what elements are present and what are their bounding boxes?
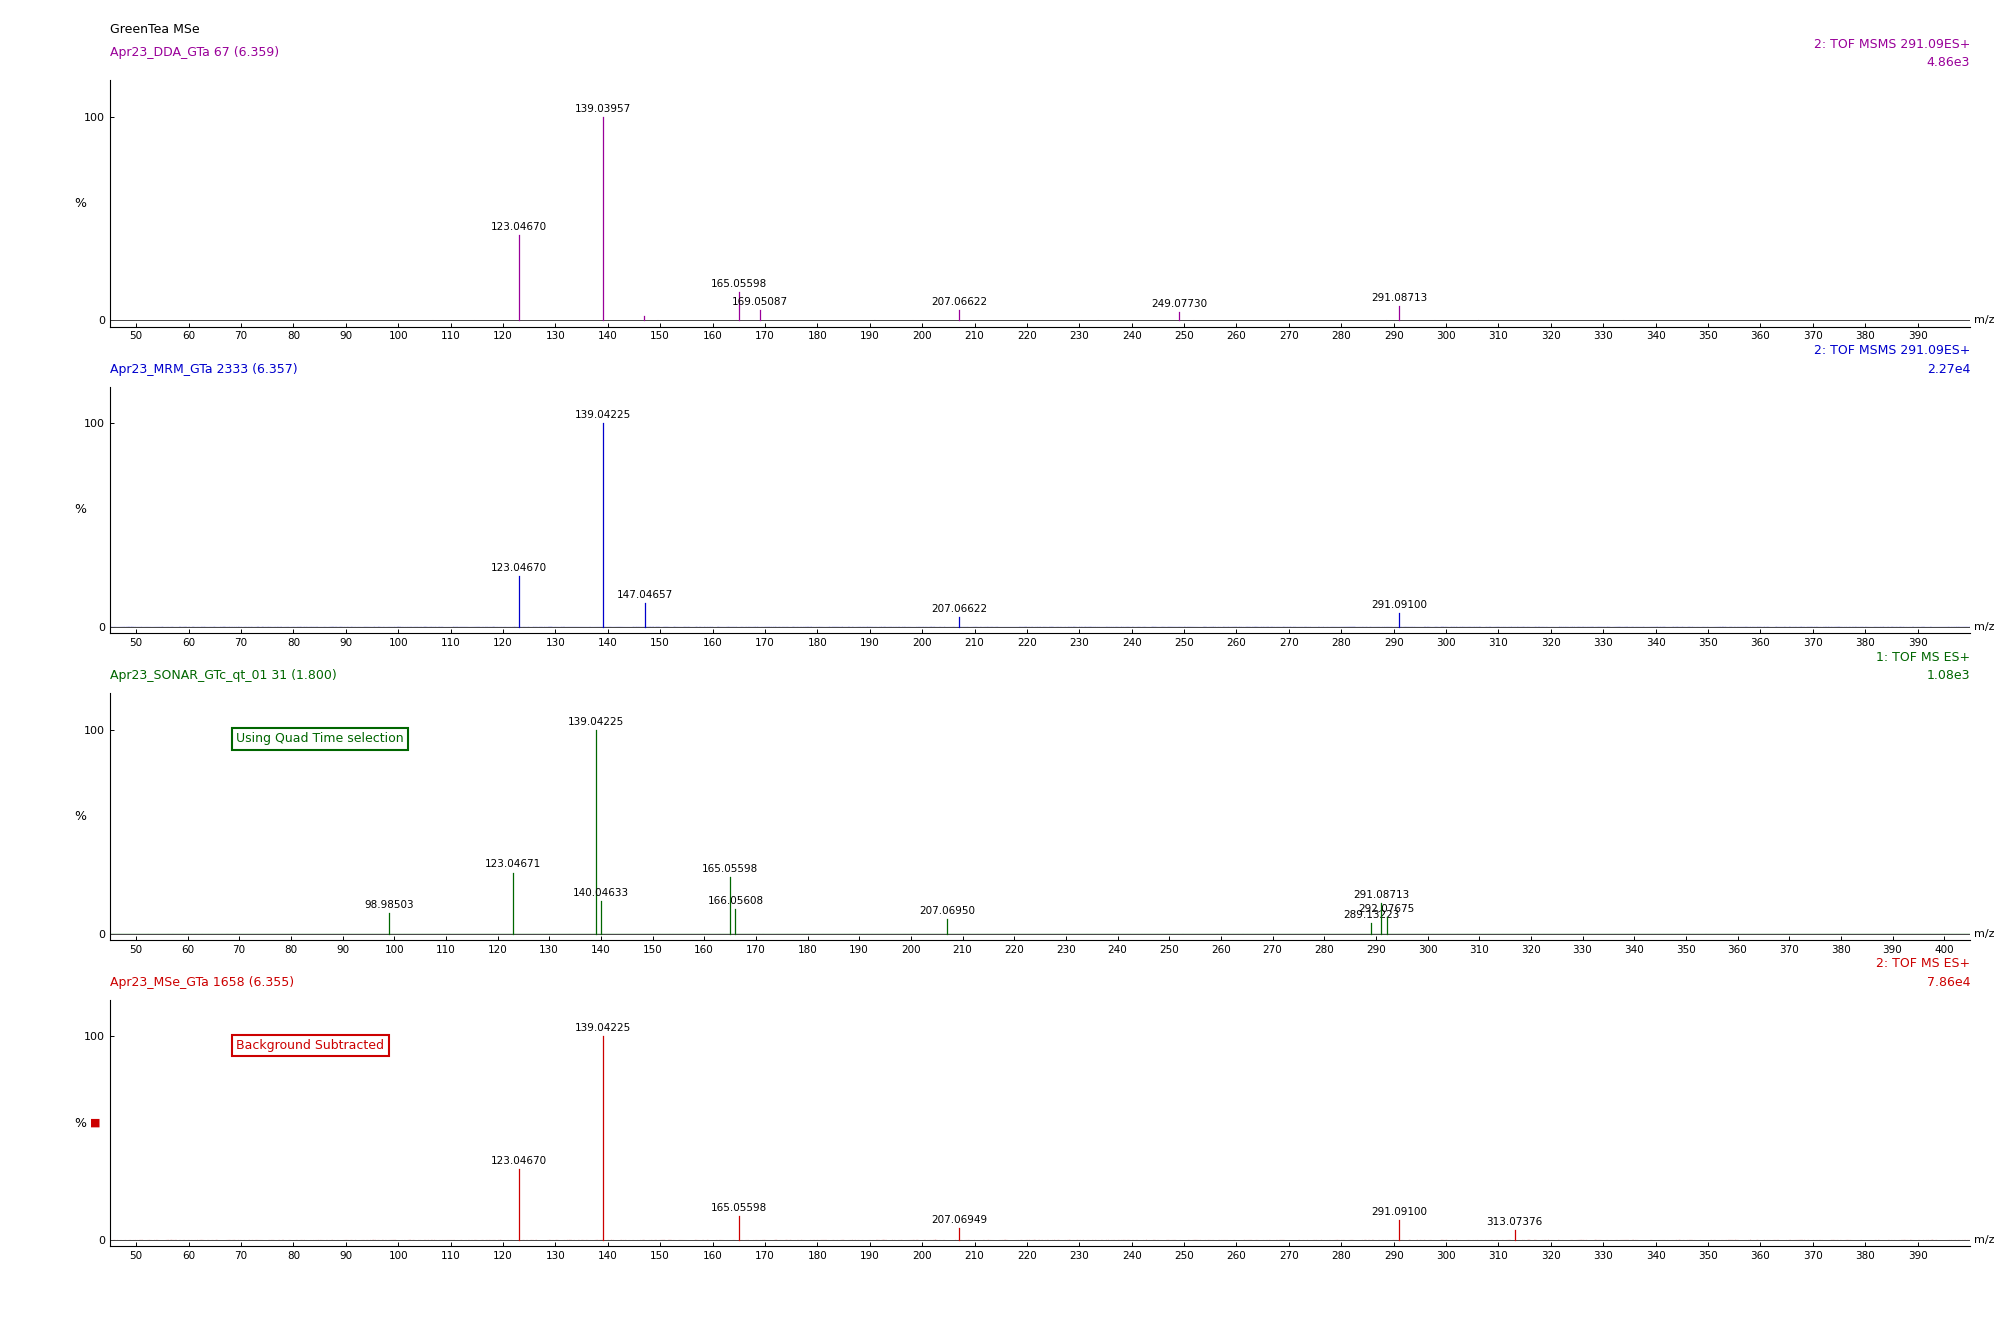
Y-axis label: %: % (74, 197, 86, 209)
Text: 289.13223: 289.13223 (1344, 910, 1400, 920)
Text: 291.08713: 291.08713 (1372, 293, 1428, 303)
Text: 139.04225: 139.04225 (574, 411, 630, 420)
Text: Apr23_MSe_GTa 1658 (6.355): Apr23_MSe_GTa 1658 (6.355) (110, 976, 294, 989)
Text: 147.04657: 147.04657 (616, 589, 672, 600)
Text: 139.04225: 139.04225 (574, 1024, 630, 1033)
Text: 123.04670: 123.04670 (490, 563, 546, 573)
Y-axis label: %: % (74, 504, 86, 516)
Text: 123.04670: 123.04670 (490, 1156, 546, 1166)
Text: 7.86e4: 7.86e4 (1926, 976, 1970, 989)
Text: 1: TOF MS ES+: 1: TOF MS ES+ (1876, 651, 1970, 664)
Text: 1.08e3: 1.08e3 (1926, 669, 1970, 682)
Text: 207.06622: 207.06622 (932, 604, 988, 613)
Text: GreenTea MSe: GreenTea MSe (110, 23, 200, 36)
Text: 207.06950: 207.06950 (920, 906, 976, 916)
Text: m/z: m/z (1974, 623, 1994, 632)
Text: 2: TOF MS ES+: 2: TOF MS ES+ (1876, 957, 1970, 970)
Text: 169.05087: 169.05087 (732, 297, 788, 307)
Text: 139.04225: 139.04225 (568, 717, 624, 726)
Text: 249.07730: 249.07730 (1152, 300, 1208, 309)
Text: 165.05598: 165.05598 (702, 864, 758, 873)
Text: 4.86e3: 4.86e3 (1926, 56, 1970, 69)
Text: 291.09100: 291.09100 (1372, 600, 1428, 609)
Y-axis label: %: % (74, 810, 86, 822)
Text: Apr23_DDA_GTa 67 (6.359): Apr23_DDA_GTa 67 (6.359) (110, 45, 280, 59)
Text: Background Subtracted: Background Subtracted (236, 1038, 384, 1052)
Text: 291.08713: 291.08713 (1354, 890, 1410, 900)
Text: 2.27e4: 2.27e4 (1926, 363, 1970, 376)
Text: 313.07376: 313.07376 (1486, 1217, 1542, 1226)
Text: m/z: m/z (1974, 316, 1994, 325)
Text: 291.09100: 291.09100 (1372, 1206, 1428, 1217)
Text: 98.98503: 98.98503 (364, 900, 414, 910)
Text: 165.05598: 165.05598 (710, 279, 768, 289)
Text: 207.06949: 207.06949 (932, 1214, 988, 1225)
Text: ■: ■ (90, 1118, 100, 1128)
Text: 207.06622: 207.06622 (932, 297, 988, 307)
Y-axis label: %: % (74, 1117, 86, 1129)
Text: 165.05598: 165.05598 (710, 1202, 768, 1213)
Text: 139.03957: 139.03957 (574, 104, 630, 113)
Text: Apr23_MRM_GTa 2333 (6.357): Apr23_MRM_GTa 2333 (6.357) (110, 363, 298, 376)
Text: Apr23_SONAR_GTc_qt_01 31 (1.800): Apr23_SONAR_GTc_qt_01 31 (1.800) (110, 669, 336, 682)
Text: 123.04671: 123.04671 (486, 860, 542, 869)
Text: m/z: m/z (1974, 1236, 1994, 1245)
Text: 292.07675: 292.07675 (1358, 904, 1414, 914)
Text: 123.04670: 123.04670 (490, 221, 546, 232)
Text: m/z: m/z (1974, 929, 1994, 938)
Text: 2: TOF MSMS 291.09ES+: 2: TOF MSMS 291.09ES+ (1814, 37, 1970, 51)
Text: 140.04633: 140.04633 (574, 888, 630, 898)
Text: 166.05608: 166.05608 (708, 896, 764, 906)
Text: 2: TOF MSMS 291.09ES+: 2: TOF MSMS 291.09ES+ (1814, 344, 1970, 357)
Text: Using Quad Time selection: Using Quad Time selection (236, 732, 404, 745)
